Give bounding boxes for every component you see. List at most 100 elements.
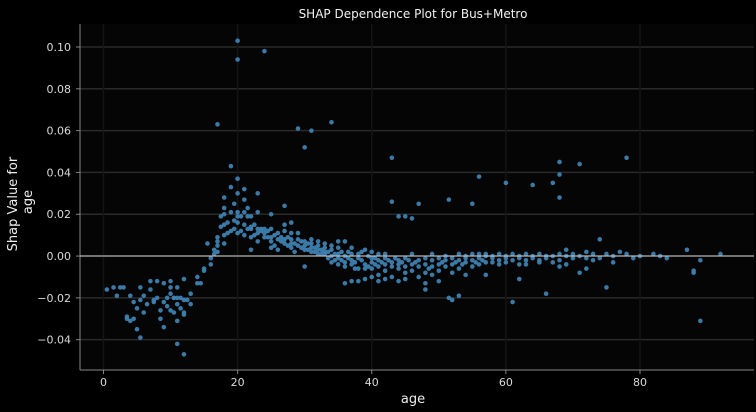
scatter-point [299, 239, 304, 244]
scatter-point [402, 270, 408, 276]
plot-area [80, 24, 754, 370]
scatter-point [470, 251, 475, 257]
scatter-point [446, 295, 452, 301]
scatter-point [309, 249, 314, 255]
scatter-point [399, 260, 405, 265]
scatter-point [335, 262, 341, 267]
scatter-point [651, 251, 656, 257]
scatter-point [288, 241, 294, 246]
scatter-point [584, 266, 589, 271]
scatter-point [242, 197, 247, 202]
scatter-point [288, 230, 294, 236]
scatter-point [342, 280, 348, 286]
x-tick-label: 80 [633, 376, 647, 389]
scatter-point [423, 280, 428, 286]
scatter-point [228, 209, 234, 215]
scatter-point [248, 214, 254, 219]
scatter-point [382, 268, 388, 273]
scatter-point [624, 155, 629, 161]
scatter-point [282, 241, 287, 246]
scatter-point [470, 264, 475, 269]
scatter-point [242, 232, 247, 238]
scatter-point [278, 234, 284, 240]
scatter-point [329, 243, 334, 248]
scatter-point [131, 316, 136, 322]
scatter-point [242, 222, 247, 228]
scatter-point [503, 260, 509, 265]
scatter-point [255, 209, 261, 215]
scatter-point [449, 262, 455, 267]
scatter-point [282, 228, 287, 234]
scatter-point [174, 301, 180, 307]
scatter-point [329, 260, 334, 265]
scatter-point [174, 318, 180, 324]
scatter-point [597, 255, 603, 261]
y-tick-label: −0.02 [37, 292, 71, 305]
scatter-point [476, 255, 482, 261]
scatter-point [470, 257, 475, 263]
scatter-point [174, 341, 180, 347]
scatter-point [483, 272, 489, 278]
scatter-point [195, 274, 200, 280]
scatter-point [429, 272, 435, 278]
scatter-point [178, 295, 183, 301]
scatter-point [225, 230, 230, 236]
scatter-point [188, 291, 193, 296]
scatter-point [195, 280, 200, 286]
scatter-point [309, 237, 314, 242]
scatter-point [181, 352, 187, 357]
scatter-point [278, 239, 284, 244]
scatter-point [459, 262, 465, 267]
scatter-point [409, 216, 415, 221]
scatter-point [215, 234, 220, 240]
scatter-point [161, 299, 167, 305]
scatter-point [255, 239, 261, 244]
scatter-point [104, 287, 110, 292]
scatter-point [483, 251, 489, 257]
scatter-point [372, 255, 378, 261]
scatter-point [389, 155, 395, 161]
scatter-point [329, 119, 334, 125]
scatter-point [335, 239, 341, 244]
scatter-point [309, 128, 314, 133]
scatter-point [476, 251, 482, 257]
scatter-point [550, 180, 556, 186]
scatter-point [349, 257, 354, 263]
scatter-point [402, 214, 408, 219]
scatter-point [423, 255, 428, 261]
scatter-point [376, 257, 381, 263]
scatter-point [208, 255, 214, 261]
scatter-point [268, 239, 274, 244]
scatter-point [275, 237, 281, 242]
scatter-point [345, 249, 351, 255]
scatter-point [342, 239, 348, 244]
scatter-point [151, 297, 157, 303]
scatter-point [235, 220, 240, 225]
scatter-point [339, 249, 344, 255]
scatter-point [369, 260, 375, 265]
scatter-point [718, 251, 723, 257]
scatter-point [265, 234, 271, 240]
scatter-point [470, 201, 475, 207]
y-tick-label: 0.10 [47, 41, 72, 54]
scatter-point [684, 247, 690, 253]
scatter-point [148, 287, 153, 292]
scatter-point [332, 257, 338, 263]
scatter-point [376, 251, 381, 257]
scatter-point [557, 159, 562, 165]
scatter-point [382, 262, 388, 267]
scatter-point [342, 264, 348, 269]
scatter-point [490, 260, 495, 265]
scatter-point [456, 257, 462, 263]
scatter-point [510, 251, 515, 257]
scatter-point [543, 255, 549, 261]
scatter-point [369, 266, 375, 271]
scatter-point [402, 264, 408, 269]
scatter-point [285, 243, 291, 248]
scatter-point [268, 245, 274, 250]
scatter-point [557, 257, 562, 263]
scatter-point [449, 297, 455, 303]
scatter-point [221, 232, 227, 238]
scatter-point [530, 182, 535, 188]
scatter-point [235, 38, 240, 44]
